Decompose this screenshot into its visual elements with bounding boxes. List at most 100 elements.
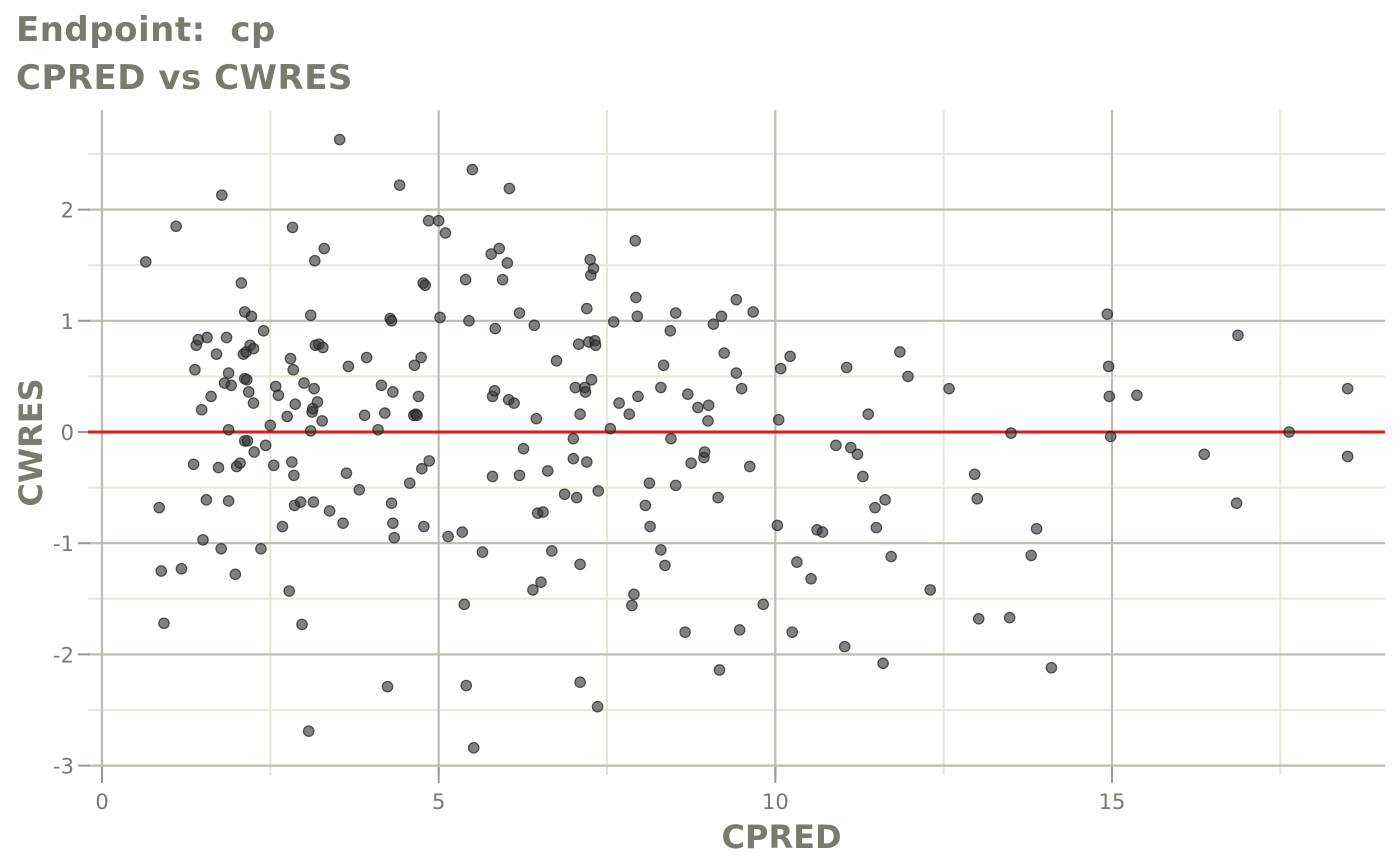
- data-point: [743, 460, 756, 473]
- data-point: [581, 302, 593, 315]
- data-point: [592, 485, 605, 497]
- data-point: [567, 432, 580, 445]
- data-point: [467, 742, 480, 754]
- data-point: [220, 331, 233, 344]
- data-point: [572, 338, 585, 350]
- data-point: [197, 534, 209, 546]
- y-axis-tick-labels: -3 -2 -1 0 1 2: [53, 199, 74, 779]
- data-point: [757, 598, 770, 611]
- data-point: [885, 550, 897, 563]
- data-point: [195, 403, 208, 416]
- data-point: [333, 133, 346, 146]
- data-point: [630, 291, 642, 304]
- data-point: [541, 465, 554, 477]
- data-point: [304, 309, 317, 322]
- data-point: [631, 310, 644, 323]
- data-point: [655, 544, 667, 556]
- y-tick-label: 2: [61, 199, 74, 223]
- data-point: [247, 342, 260, 355]
- data-point: [567, 452, 580, 465]
- data-point: [337, 517, 349, 529]
- data-point: [679, 626, 691, 638]
- data-point: [485, 248, 497, 260]
- data-point: [302, 725, 315, 737]
- data-point: [1030, 522, 1043, 535]
- data-point: [1341, 382, 1354, 395]
- data-point: [308, 382, 320, 395]
- data-point: [201, 331, 213, 344]
- data-point: [388, 531, 401, 544]
- data-point: [623, 408, 636, 421]
- data-point: [200, 494, 213, 506]
- data-point: [267, 459, 280, 472]
- data-point: [247, 397, 260, 409]
- data-point: [774, 362, 787, 375]
- y-axis-label: CWRES: [12, 378, 50, 506]
- data-point: [416, 462, 428, 475]
- data-point: [702, 399, 715, 412]
- x-tick-label: 10: [762, 790, 789, 814]
- y-tick-label: 0: [61, 421, 74, 445]
- data-point: [924, 584, 937, 596]
- data-point: [591, 700, 604, 713]
- data-point: [393, 179, 406, 191]
- data-point: [318, 242, 331, 255]
- data-point: [412, 390, 425, 403]
- data-point: [501, 257, 514, 269]
- data-point: [857, 470, 869, 483]
- data-point: [242, 386, 255, 398]
- data-point: [730, 293, 743, 306]
- data-point: [613, 397, 625, 409]
- data-point: [222, 495, 235, 507]
- data-point: [307, 496, 320, 508]
- data-point: [682, 388, 694, 400]
- data-point: [713, 664, 726, 676]
- data-point: [264, 419, 277, 432]
- axis-ticks: [78, 208, 1114, 783]
- data-point: [486, 470, 499, 483]
- data-point: [387, 517, 399, 529]
- data-point: [439, 227, 452, 239]
- data-point: [733, 624, 746, 636]
- data-point: [372, 423, 384, 436]
- data-point: [422, 214, 435, 227]
- data-point: [517, 442, 530, 455]
- data-point: [628, 588, 640, 601]
- data-point: [513, 469, 526, 482]
- data-point: [587, 262, 600, 275]
- data-point: [702, 415, 714, 427]
- data-point: [298, 377, 310, 389]
- data-point: [629, 234, 642, 247]
- data-point: [870, 521, 883, 534]
- data-point: [308, 254, 321, 267]
- data-point: [685, 457, 697, 469]
- data-point: [1198, 448, 1211, 461]
- data-point: [644, 520, 656, 533]
- data-point: [639, 499, 652, 512]
- data-point: [432, 214, 445, 227]
- data-point: [476, 546, 489, 558]
- data-point: [212, 461, 225, 474]
- data-point: [558, 488, 571, 501]
- data-point: [272, 389, 285, 402]
- y-tick-label: -3: [53, 755, 74, 779]
- data-point: [187, 458, 200, 471]
- data-point: [317, 341, 329, 354]
- data-point: [692, 401, 704, 414]
- data-point: [838, 640, 851, 653]
- data-point: [527, 584, 539, 596]
- data-point: [669, 307, 682, 319]
- data-point: [289, 398, 302, 410]
- data-point: [235, 277, 248, 289]
- data-point: [466, 163, 479, 176]
- data-point: [387, 386, 399, 398]
- y-tick-label: -2: [53, 643, 74, 667]
- data-point: [222, 367, 235, 379]
- data-point: [585, 373, 598, 386]
- data-point: [747, 306, 759, 318]
- data-point: [434, 311, 446, 324]
- x-tick-label: 15: [1099, 790, 1126, 814]
- data-point: [862, 408, 875, 421]
- data-point: [1232, 329, 1244, 342]
- data-point: [205, 390, 217, 403]
